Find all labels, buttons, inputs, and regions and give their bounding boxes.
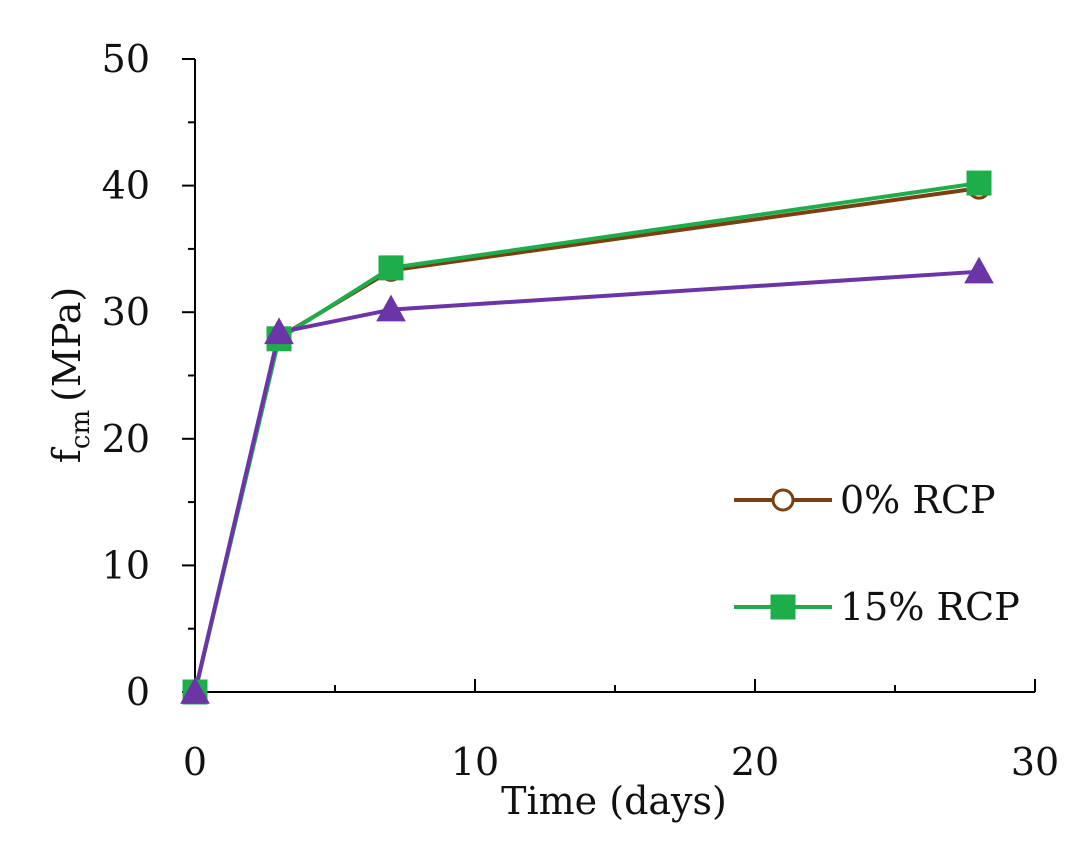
y-tick-label: 10 [102, 543, 150, 587]
legend-swatch-1 [734, 594, 832, 620]
legend-swatch-marker [770, 594, 796, 620]
y-tick-label: 40 [102, 164, 150, 208]
series-1-point [966, 170, 992, 196]
x-tick-label: 10 [451, 740, 499, 784]
x-tick-label: 30 [1011, 740, 1059, 784]
x-tick-label: 0 [183, 740, 207, 784]
series-lines-group [193, 181, 980, 693]
legend-label-0: 0% RCP [840, 478, 996, 522]
y-tick-label: 0 [126, 670, 150, 714]
series-2-point [964, 256, 994, 284]
y-axis-title-sub: cm [66, 410, 96, 449]
series-2-point [376, 294, 406, 322]
legend-swatch-marker [771, 488, 795, 512]
x-axis-title: Time (days) [501, 779, 727, 823]
series-markers-group [180, 170, 994, 705]
y-tick-label: 50 [102, 37, 150, 81]
x-tick-label: 20 [731, 740, 779, 784]
legend: 0% RCP 15% RCP [734, 478, 1020, 629]
series-2-point [264, 317, 294, 345]
series-1-point [378, 255, 404, 281]
y-tick-label: 30 [102, 290, 150, 334]
y-tick-label: 20 [102, 417, 150, 461]
series-2-point [180, 676, 210, 704]
legend-swatch-0 [734, 488, 832, 512]
y-axis-title: fcm (MPa) [45, 287, 96, 463]
y-axis-title-unit: (MPa) [45, 287, 89, 402]
legend-label-1: 15% RCP [840, 585, 1020, 629]
ticks-group: 0 10 20 30 40 50 0 10 20 30 [102, 37, 1060, 784]
y-axis-title-main: f [45, 446, 89, 463]
series-line-2 [193, 269, 980, 693]
